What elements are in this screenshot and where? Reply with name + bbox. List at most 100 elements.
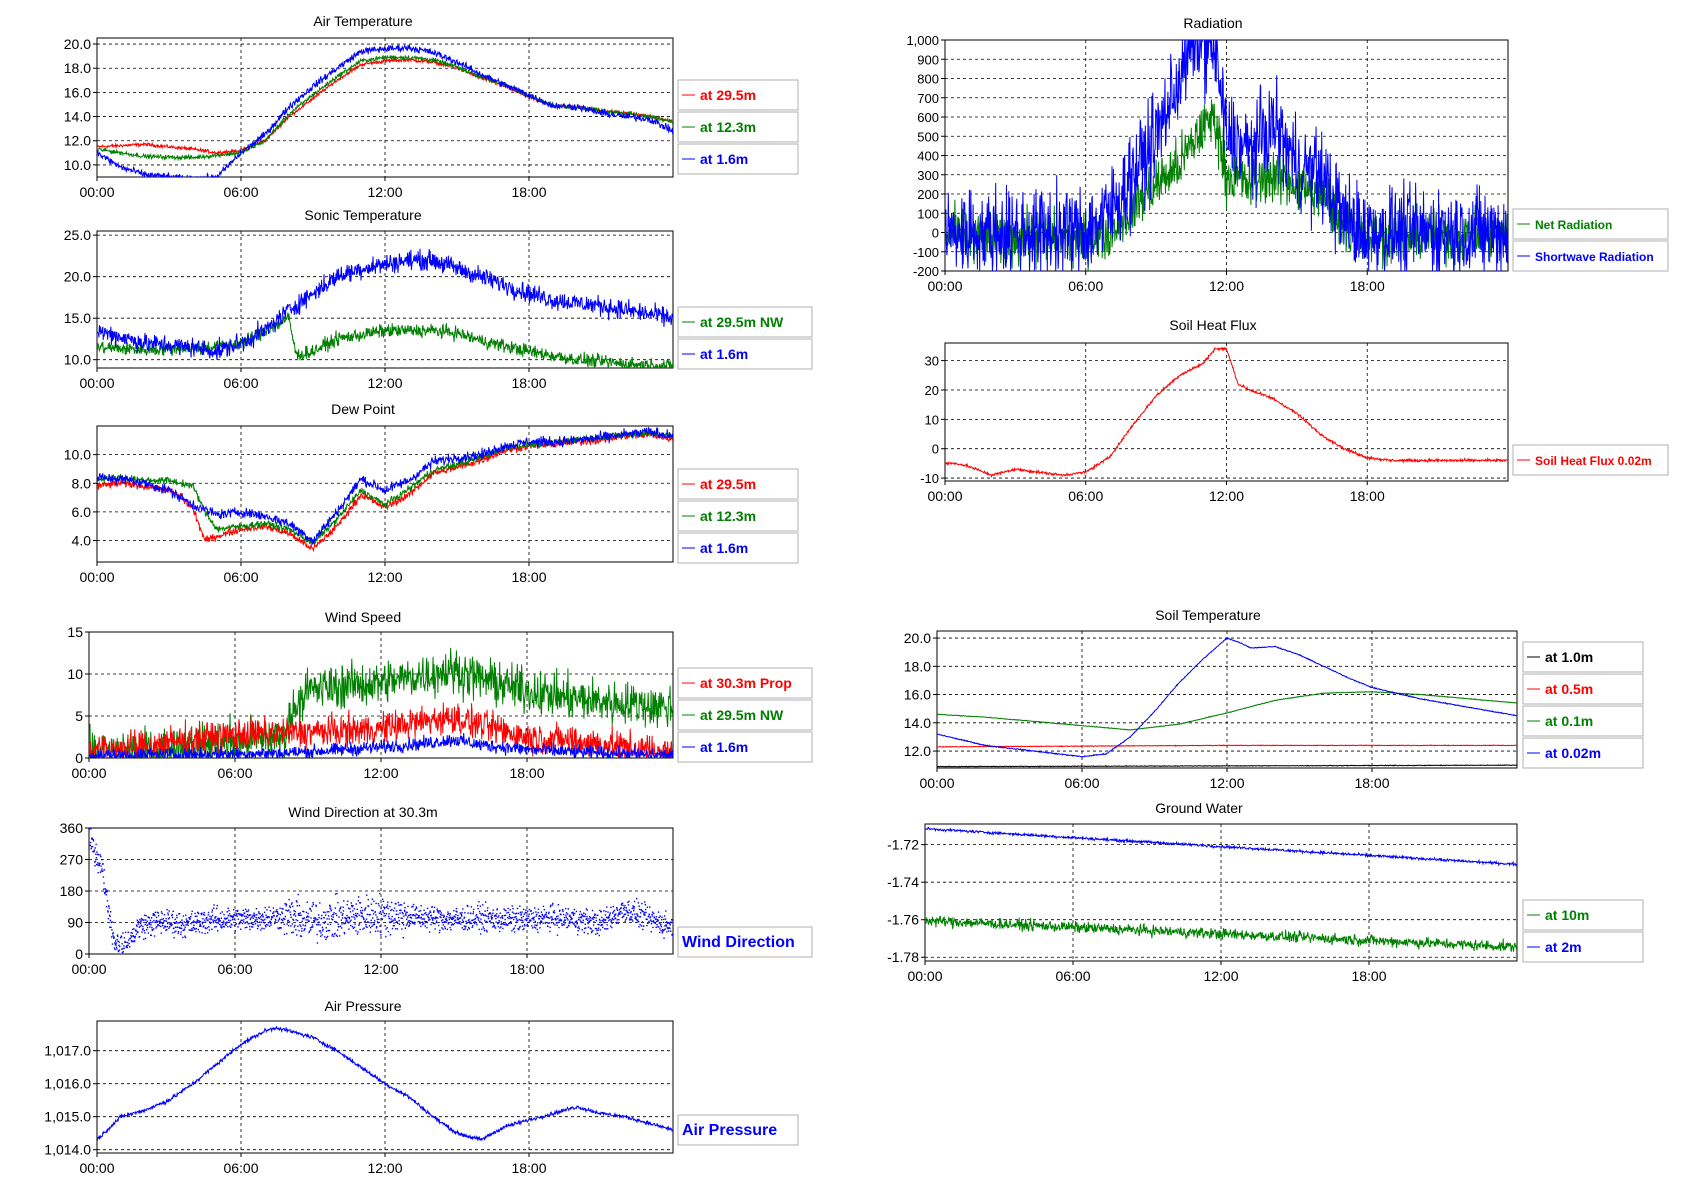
data-point bbox=[383, 906, 385, 908]
data-point bbox=[484, 901, 487, 903]
data-point bbox=[315, 923, 318, 926]
data-point bbox=[639, 915, 642, 918]
data-point bbox=[341, 914, 343, 916]
data-point bbox=[494, 915, 496, 917]
data-point bbox=[586, 916, 588, 918]
data-point bbox=[375, 927, 378, 929]
data-point bbox=[276, 908, 278, 911]
data-point bbox=[139, 918, 141, 921]
data-point bbox=[370, 903, 373, 905]
data-point bbox=[503, 923, 506, 926]
data-point bbox=[347, 916, 349, 918]
data-point bbox=[222, 925, 225, 928]
data-point bbox=[159, 922, 161, 924]
data-point bbox=[455, 914, 457, 916]
data-point bbox=[256, 927, 259, 930]
data-point bbox=[513, 931, 516, 933]
data-point bbox=[512, 916, 514, 919]
data-point bbox=[477, 907, 479, 910]
data-point bbox=[575, 925, 577, 927]
y-tick-label: 10.0 bbox=[64, 447, 91, 463]
data-point bbox=[183, 924, 185, 927]
data-point bbox=[145, 914, 147, 917]
data-point bbox=[586, 919, 589, 922]
data-point bbox=[310, 917, 312, 919]
data-point bbox=[180, 933, 182, 936]
data-point bbox=[333, 935, 335, 938]
data-point bbox=[301, 920, 303, 922]
data-point bbox=[651, 915, 654, 917]
data-point bbox=[461, 915, 463, 917]
data-point bbox=[283, 917, 285, 920]
data-point bbox=[357, 931, 359, 933]
series-line-at-0-5m bbox=[937, 744, 1517, 748]
data-point bbox=[541, 917, 543, 920]
data-point bbox=[95, 843, 97, 846]
data-point bbox=[103, 882, 105, 884]
data-point bbox=[667, 922, 670, 924]
data-point bbox=[351, 925, 354, 928]
x-tick-label: 12:00 bbox=[1209, 775, 1244, 791]
data-point bbox=[479, 905, 482, 907]
data-point bbox=[459, 917, 462, 919]
y-tick-label: 90 bbox=[67, 915, 83, 931]
data-point bbox=[193, 927, 195, 930]
data-point bbox=[123, 947, 125, 949]
data-point bbox=[346, 920, 349, 922]
data-point bbox=[475, 913, 478, 916]
data-point bbox=[667, 927, 669, 930]
data-point bbox=[535, 915, 537, 917]
data-point bbox=[316, 919, 318, 921]
data-point bbox=[431, 918, 434, 920]
data-point bbox=[156, 925, 158, 928]
data-point bbox=[122, 932, 124, 934]
data-point bbox=[110, 926, 112, 929]
data-point bbox=[330, 915, 333, 917]
data-point bbox=[109, 915, 111, 918]
data-point bbox=[577, 929, 579, 932]
data-point bbox=[312, 920, 315, 922]
data-point bbox=[191, 927, 193, 930]
data-point bbox=[633, 906, 635, 908]
data-point bbox=[257, 925, 259, 928]
data-point bbox=[625, 918, 627, 921]
data-point bbox=[255, 916, 257, 919]
data-point bbox=[217, 922, 220, 924]
data-point bbox=[131, 935, 133, 938]
data-point bbox=[400, 904, 403, 906]
data-point bbox=[582, 919, 584, 921]
data-point bbox=[564, 919, 567, 921]
data-point bbox=[276, 910, 279, 913]
data-point bbox=[96, 853, 99, 856]
legend-box bbox=[677, 338, 813, 370]
data-point bbox=[477, 919, 480, 921]
data-point bbox=[523, 923, 526, 926]
data-point bbox=[461, 919, 464, 921]
data-point bbox=[171, 916, 174, 919]
data-point bbox=[270, 918, 273, 921]
data-point bbox=[155, 916, 158, 919]
legend-box bbox=[677, 79, 799, 111]
data-point bbox=[467, 905, 469, 908]
data-point bbox=[478, 901, 480, 903]
data-point bbox=[261, 919, 263, 921]
data-point bbox=[387, 930, 390, 933]
series-wind-direction bbox=[89, 828, 673, 954]
data-point bbox=[585, 927, 587, 929]
data-point bbox=[656, 924, 658, 926]
data-point bbox=[608, 916, 610, 918]
data-point bbox=[552, 918, 554, 921]
data-point bbox=[262, 921, 265, 923]
data-point bbox=[141, 931, 143, 933]
data-point bbox=[107, 910, 109, 912]
data-point bbox=[233, 914, 235, 916]
data-point bbox=[505, 909, 507, 912]
data-point bbox=[421, 913, 423, 916]
data-point bbox=[581, 915, 583, 917]
data-point bbox=[413, 921, 416, 924]
series-line-at-0-02m bbox=[937, 637, 1517, 758]
data-point bbox=[287, 924, 290, 927]
data-point bbox=[153, 935, 156, 937]
data-point bbox=[670, 921, 673, 924]
data-point bbox=[433, 917, 435, 920]
